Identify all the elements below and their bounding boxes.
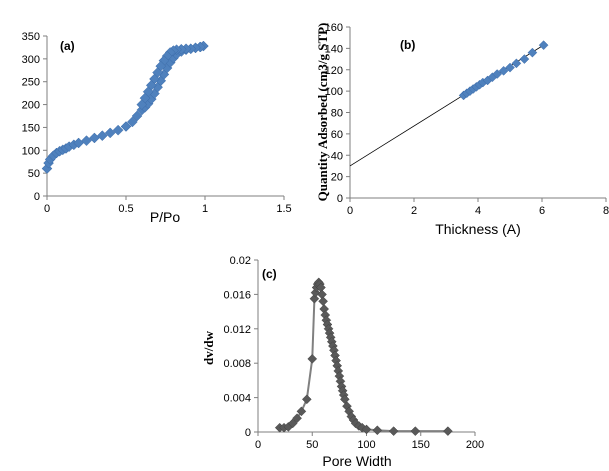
chart-a-gridlines: 0 50 100 150 200 250 300 350 0 0.5 1 1.5	[22, 31, 292, 215]
chart-a-y-tick-label: 350	[22, 31, 40, 43]
chart-b-y-tick-label: 100	[325, 86, 343, 98]
chart-b-data-point	[511, 58, 522, 69]
chart-c-data-point	[301, 394, 312, 405]
chart-b-x-label: Thickness (A)	[435, 221, 521, 237]
chart-c-y-tick-label: 0.008	[223, 358, 251, 370]
chart-c-x-label: Pore Width	[322, 453, 391, 469]
chart-a-y-tick-label: 0	[34, 191, 40, 203]
chart-a-data-point	[81, 135, 92, 147]
chart-b-panel-label: (b)	[400, 38, 415, 52]
chart-a-data-point	[120, 121, 132, 132]
chart-c-x-tick-label: 150	[412, 439, 430, 451]
chart-b-y-tick-label: 20	[331, 172, 343, 184]
chart-a-x-tick-label: 0.5	[118, 203, 133, 215]
chart-a-y-tick-label: 50	[28, 168, 40, 180]
chart-b-x-tick-label: 0	[347, 205, 353, 217]
chart-b-data-point	[505, 62, 515, 73]
chart-b-data-point	[492, 69, 503, 79]
chart-b-y-tick-label: 120	[325, 65, 343, 77]
chart-b-y-label: Quantity Adsorbed (cm3/g STP)	[315, 23, 330, 202]
chart-a-y-tick-label: 150	[22, 122, 40, 134]
chart-c-y-tick-label: 0.012	[223, 324, 251, 336]
chart-a-y-tick-label: 200	[22, 100, 40, 112]
chart-a-y-tick-label: 100	[22, 145, 40, 157]
chart-a: 0 50 100 150 200 250 300 350 0 0.5 1 1.5 (a) P/Po	[22, 31, 292, 225]
chart-b-y-tick-label: 80	[331, 108, 343, 120]
chart-c: 0 0.004 0.008 0.012 0.016 0.02 0 50 100 150 200 (c…	[201, 255, 484, 469]
chart-c-y-tick-label: 0	[245, 427, 251, 439]
chart-b-y-tick-label: 0	[337, 193, 343, 205]
chart-c-y-tick-label: 0.004	[223, 393, 251, 405]
chart-b-y-tick-label: 60	[331, 129, 343, 141]
chart-c-data-point	[292, 413, 302, 424]
chart-c-series-line	[279, 280, 448, 433]
chart-a-x-label: P/Po	[150, 209, 181, 225]
chart-b-y-tick-label: 40	[331, 150, 343, 162]
chart-a-data-point	[126, 116, 138, 128]
chart-a-x-tick-label: 1	[202, 203, 208, 215]
chart-b-data-point	[498, 65, 509, 76]
chart-c-y-label: dv/dw	[201, 330, 216, 365]
chart-a-x-tick-label: 1.5	[276, 203, 291, 215]
chart-b-points	[458, 40, 549, 101]
chart-c-data-point	[307, 354, 318, 364]
chart-c-y-tick-label: 0.016	[223, 289, 251, 301]
chart-c-data-point	[296, 406, 307, 417]
chart-c-x-tick-label: 100	[357, 439, 375, 451]
chart-b-x-tick-label: 4	[475, 205, 481, 217]
chart-a-data-point	[96, 130, 108, 142]
chart-a-data-point	[131, 110, 143, 122]
chart-b-data-point	[527, 47, 538, 58]
chart-b-x-tick-label: 6	[539, 205, 545, 217]
chart-a-y-tick-label: 250	[22, 77, 40, 89]
chart-b-data-point	[519, 54, 530, 64]
chart-c-x-tick-label: 200	[466, 439, 484, 451]
chart-b-ticks: 0 20 40 60 80 100 120 140 160 0 2 4 6 8	[325, 22, 609, 217]
chart-a-points	[41, 40, 209, 174]
chart-c-data-point	[309, 293, 320, 304]
chart-b: 0 20 40 60 80 100 120 140 160 0 2 4 6 8 (b) Thickness…	[315, 22, 609, 237]
chart-c-data-point	[287, 418, 298, 429]
chart-a-panel-label: (a)	[60, 39, 75, 53]
chart-c-x-tick-label: 0	[255, 439, 261, 451]
chart-c-data-point	[443, 426, 453, 436]
chart-b-x-tick-label: 8	[603, 205, 609, 217]
chart-a-data-point	[104, 127, 116, 139]
chart-c-ticks: 0 0.004 0.008 0.012 0.016 0.02 0 50 100 150 200	[223, 255, 484, 451]
chart-c-x-tick-label: 50	[306, 439, 318, 451]
chart-c-points	[274, 277, 453, 436]
chart-c-data-point	[388, 426, 399, 436]
chart-c-y-tick-label: 0.02	[230, 255, 251, 267]
chart-a-data-point	[112, 124, 124, 136]
chart-b-data-point	[538, 40, 549, 51]
chart-b-y-tick-label: 160	[325, 22, 343, 34]
chart-c-data-point	[372, 425, 383, 436]
chart-c-data-point	[410, 426, 421, 436]
chart-c-data-point	[361, 424, 372, 435]
chart-b-y-tick-label: 140	[325, 43, 343, 55]
chart-b-x-tick-label: 2	[411, 205, 417, 217]
chart-c-data-point	[318, 296, 328, 307]
chart-a-y-tick-label: 300	[22, 54, 40, 66]
chart-c-panel-label: (c)	[262, 267, 277, 281]
chart-a-x-tick-label: 0	[44, 203, 50, 215]
chart-a-data-point	[136, 99, 148, 110]
